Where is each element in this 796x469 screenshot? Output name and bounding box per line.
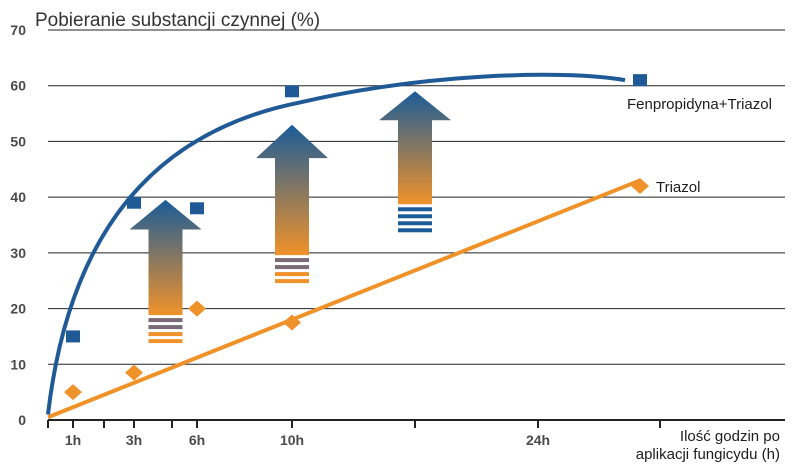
point-triazol-3 bbox=[283, 314, 301, 331]
arrow-1 bbox=[129, 199, 202, 344]
y-tick-label-70: 70 bbox=[10, 22, 26, 38]
arrow-1-stripe-1 bbox=[148, 325, 183, 330]
arrow-3-stripe-0 bbox=[398, 207, 432, 212]
point-triazol-2 bbox=[188, 300, 206, 317]
trend-line-triazol bbox=[47, 178, 641, 420]
y-tick-label-50: 50 bbox=[10, 133, 26, 149]
y-tick-label-40: 40 bbox=[10, 189, 26, 205]
x-tick-label-24h: 24h bbox=[526, 432, 550, 448]
x-axis-label-line-1: Ilość godzin po bbox=[680, 428, 780, 445]
arrow-2-body bbox=[256, 124, 328, 256]
y-tick-label-20: 20 bbox=[10, 301, 26, 317]
arrow-2 bbox=[256, 124, 328, 284]
x-axis-label-line-2: aplikacji fungicydu (h) bbox=[636, 446, 780, 463]
point-fenpro-0 bbox=[66, 330, 80, 343]
arrow-1-stripe-2 bbox=[148, 332, 183, 337]
trend-line-fenpropidyna-triazol bbox=[46, 72, 626, 415]
data-points bbox=[64, 74, 649, 401]
arrow-1-stripe-3 bbox=[148, 339, 183, 344]
arrow-1-body bbox=[129, 199, 202, 316]
arrow-3-stripe-1 bbox=[398, 214, 432, 219]
arrow-3-stripe-3 bbox=[398, 228, 432, 233]
y-tick-label-30: 30 bbox=[10, 245, 26, 261]
point-fenpro-1 bbox=[127, 196, 141, 209]
trend-lines bbox=[46, 72, 641, 420]
series-label-triazol: Triazol bbox=[656, 179, 700, 196]
series-label-fenpropidyna-triazol: Fenpropidyna+Triazol bbox=[627, 96, 772, 113]
arrow-2-stripe-2 bbox=[275, 272, 309, 277]
arrow-2-stripe-3 bbox=[275, 279, 309, 284]
point-fenpro-3 bbox=[285, 85, 299, 98]
x-tick-label-10h: 10h bbox=[280, 432, 304, 448]
x-tick-label-1h: 1h bbox=[65, 432, 81, 448]
arrow-2-stripe-0 bbox=[275, 258, 309, 263]
y-tick-label-0: 0 bbox=[18, 412, 26, 428]
point-fenpro-2 bbox=[190, 202, 204, 215]
point-triazol-1 bbox=[125, 364, 143, 381]
arrow-3-body bbox=[379, 91, 451, 205]
arrows bbox=[129, 91, 451, 344]
arrow-3 bbox=[379, 91, 451, 233]
arrow-2-stripe-1 bbox=[275, 265, 309, 270]
point-triazol-0 bbox=[64, 384, 82, 401]
chart-title: Pobieranie substancji czynnej (%) bbox=[35, 10, 320, 31]
axes: 0 10 20 30 40 50 60 70 1h 3h 6h 10h 24h bbox=[10, 22, 785, 448]
arrow-3-stripe-2 bbox=[398, 221, 432, 226]
point-fenpro-4 bbox=[633, 74, 647, 87]
y-tick-label-10: 10 bbox=[10, 356, 26, 372]
y-tick-label-60: 60 bbox=[10, 78, 26, 94]
point-triazol-4 bbox=[631, 178, 649, 194]
arrow-1-stripe-0 bbox=[148, 318, 183, 323]
x-tick-label-6h: 6h bbox=[189, 432, 205, 448]
x-tick-label-3h: 3h bbox=[126, 432, 142, 448]
